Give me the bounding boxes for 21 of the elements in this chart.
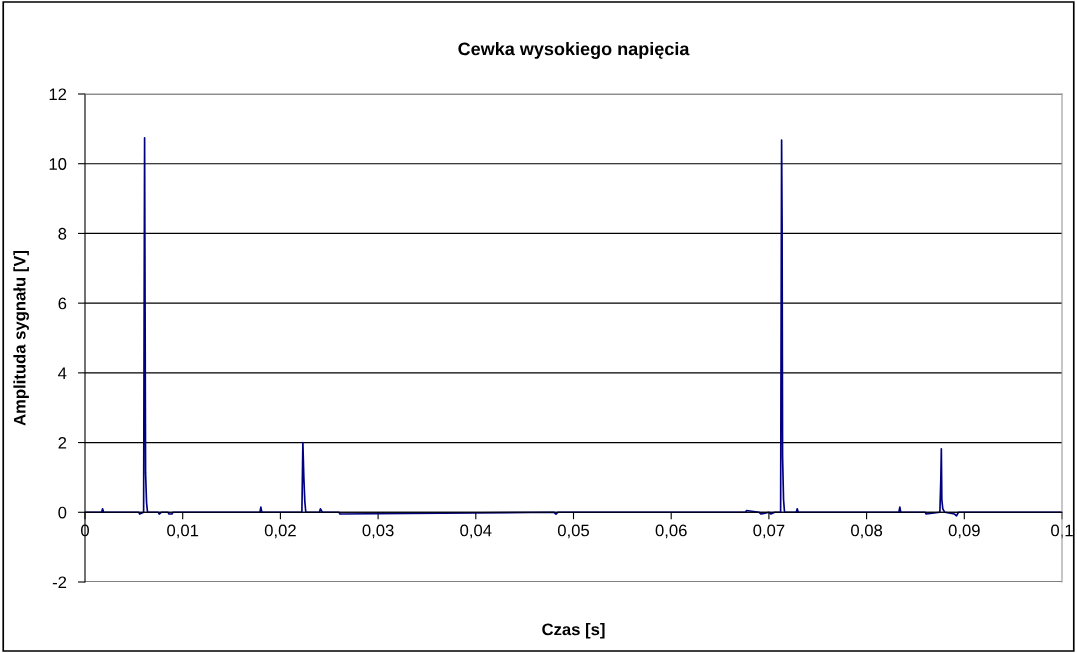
y-tick-label: 10 (49, 158, 67, 170)
y-tick-label: -2 (52, 576, 67, 589)
y-tick-label: 12 (49, 88, 67, 101)
x-axis-title: Czas [s] (542, 623, 605, 639)
x-tick-label: 0,03 (362, 524, 394, 539)
y-tick-label: 8 (58, 227, 67, 240)
y-tick-label: 6 (58, 297, 67, 310)
y-tick-label: 0 (58, 506, 67, 519)
x-tick-label: 0,02 (264, 524, 296, 539)
x-tick-label: 0,01 (167, 524, 199, 539)
x-tick-label: 0,07 (753, 524, 785, 539)
x-tick-label: 0,05 (557, 524, 590, 539)
x-tick-label: 0,1 (1051, 524, 1073, 539)
y-tick-label: 2 (58, 436, 67, 449)
x-tick-label: 0,09 (948, 524, 980, 539)
x-tick-label: 0,08 (851, 524, 883, 539)
chart-title: Cewka wysokiego napięcia (458, 42, 690, 59)
x-tick-label: 0,06 (655, 524, 687, 539)
y-axis-title: Amplituda sygnału [V] (13, 250, 29, 426)
x-tick-label: 0,04 (460, 524, 492, 539)
y-tick-label: 4 (58, 367, 67, 379)
